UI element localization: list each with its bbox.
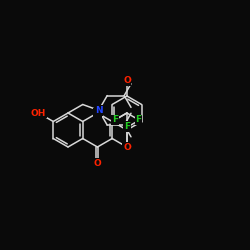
Text: OH: OH	[31, 108, 46, 118]
Text: O: O	[94, 159, 101, 168]
Text: N: N	[95, 106, 102, 115]
Text: F: F	[124, 122, 130, 131]
Text: F: F	[136, 115, 142, 124]
Text: O: O	[123, 76, 131, 85]
Text: O: O	[123, 142, 131, 152]
Text: O: O	[123, 76, 131, 85]
Text: O: O	[123, 142, 131, 152]
Text: O: O	[94, 108, 101, 118]
Text: N: N	[95, 106, 102, 115]
Text: F: F	[112, 115, 118, 124]
Text: OH: OH	[31, 108, 46, 118]
